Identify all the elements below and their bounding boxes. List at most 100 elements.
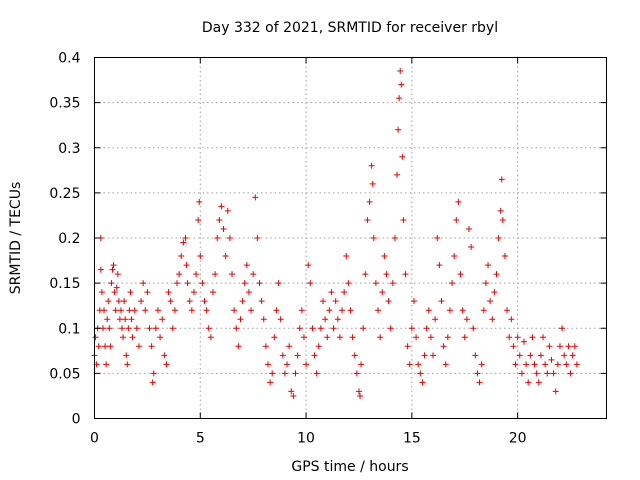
data-point	[103, 361, 110, 368]
data-point	[290, 392, 297, 399]
data-point	[548, 356, 555, 363]
data-point	[381, 253, 388, 260]
data-point	[286, 343, 293, 350]
data-point	[195, 216, 202, 223]
data-point	[281, 370, 288, 377]
data-point	[176, 271, 183, 278]
data-point	[571, 343, 578, 350]
data-point	[470, 325, 477, 332]
data-point	[117, 307, 124, 314]
data-point	[106, 325, 113, 332]
data-point	[465, 225, 472, 232]
data-point	[419, 379, 426, 386]
data-point	[267, 379, 274, 386]
data-point	[341, 289, 348, 296]
data-point	[493, 271, 500, 278]
data-point	[546, 343, 553, 350]
data-point	[527, 352, 534, 359]
y-tick-label: 0.35	[49, 96, 80, 112]
data-point	[438, 298, 445, 305]
data-point	[474, 370, 481, 377]
data-point	[328, 289, 335, 296]
data-point	[197, 253, 204, 260]
data-point	[529, 334, 536, 341]
data-point	[222, 253, 229, 260]
data-point	[559, 325, 566, 332]
data-point	[239, 298, 246, 305]
data-point	[552, 388, 559, 395]
data-point	[442, 361, 449, 368]
data-point	[430, 352, 437, 359]
data-point	[567, 370, 574, 377]
data-point	[510, 343, 517, 350]
data-point	[122, 316, 129, 323]
data-point	[199, 280, 206, 287]
data-point	[148, 343, 155, 350]
data-point	[351, 352, 358, 359]
data-point	[330, 325, 337, 332]
data-point	[183, 262, 190, 269]
data-point	[404, 343, 411, 350]
data-point	[235, 343, 242, 350]
data-point	[220, 225, 227, 232]
data-point	[499, 216, 506, 223]
data-point	[353, 370, 360, 377]
data-point	[140, 280, 147, 287]
data-point	[379, 289, 386, 296]
data-point	[112, 307, 119, 314]
data-point	[275, 280, 282, 287]
data-point	[427, 334, 434, 341]
data-point	[99, 325, 106, 332]
y-tick-label: 0	[72, 412, 81, 428]
data-point	[154, 307, 161, 314]
data-point	[319, 298, 326, 305]
data-point	[347, 307, 354, 314]
data-point	[459, 307, 466, 314]
data-point	[520, 338, 527, 345]
data-point	[394, 171, 401, 178]
data-point	[203, 307, 210, 314]
data-point	[402, 271, 409, 278]
data-point	[104, 316, 111, 323]
data-point	[383, 271, 390, 278]
data-point	[260, 316, 267, 323]
data-point	[116, 316, 123, 323]
data-point	[109, 266, 116, 273]
data-point	[508, 316, 515, 323]
data-point	[472, 352, 479, 359]
data-point	[518, 370, 525, 377]
data-point	[214, 235, 221, 241]
data-point	[397, 68, 404, 75]
data-point	[178, 253, 185, 260]
data-point	[432, 316, 439, 323]
data-point	[120, 334, 127, 341]
plot-frame	[94, 57, 607, 419]
data-point	[182, 235, 189, 241]
data-point	[480, 307, 487, 314]
data-point	[126, 307, 133, 314]
data-point	[512, 361, 519, 368]
data-point	[537, 352, 544, 359]
data-point	[421, 352, 428, 359]
data-point	[478, 361, 485, 368]
data-point	[389, 280, 396, 287]
data-point	[256, 280, 263, 287]
data-points	[91, 68, 580, 399]
data-point	[237, 316, 244, 323]
data-point	[498, 176, 505, 183]
data-point	[92, 334, 99, 341]
data-point	[343, 253, 350, 260]
data-point	[135, 343, 142, 350]
data-point	[294, 352, 301, 359]
data-point	[364, 216, 371, 223]
data-point	[157, 334, 164, 341]
data-point	[216, 216, 223, 223]
data-point	[345, 280, 352, 287]
data-point	[395, 126, 402, 133]
data-point	[423, 325, 430, 332]
data-point	[368, 162, 375, 169]
data-point	[453, 216, 460, 223]
data-point	[535, 379, 542, 386]
data-point	[243, 262, 250, 269]
data-point	[113, 284, 120, 291]
